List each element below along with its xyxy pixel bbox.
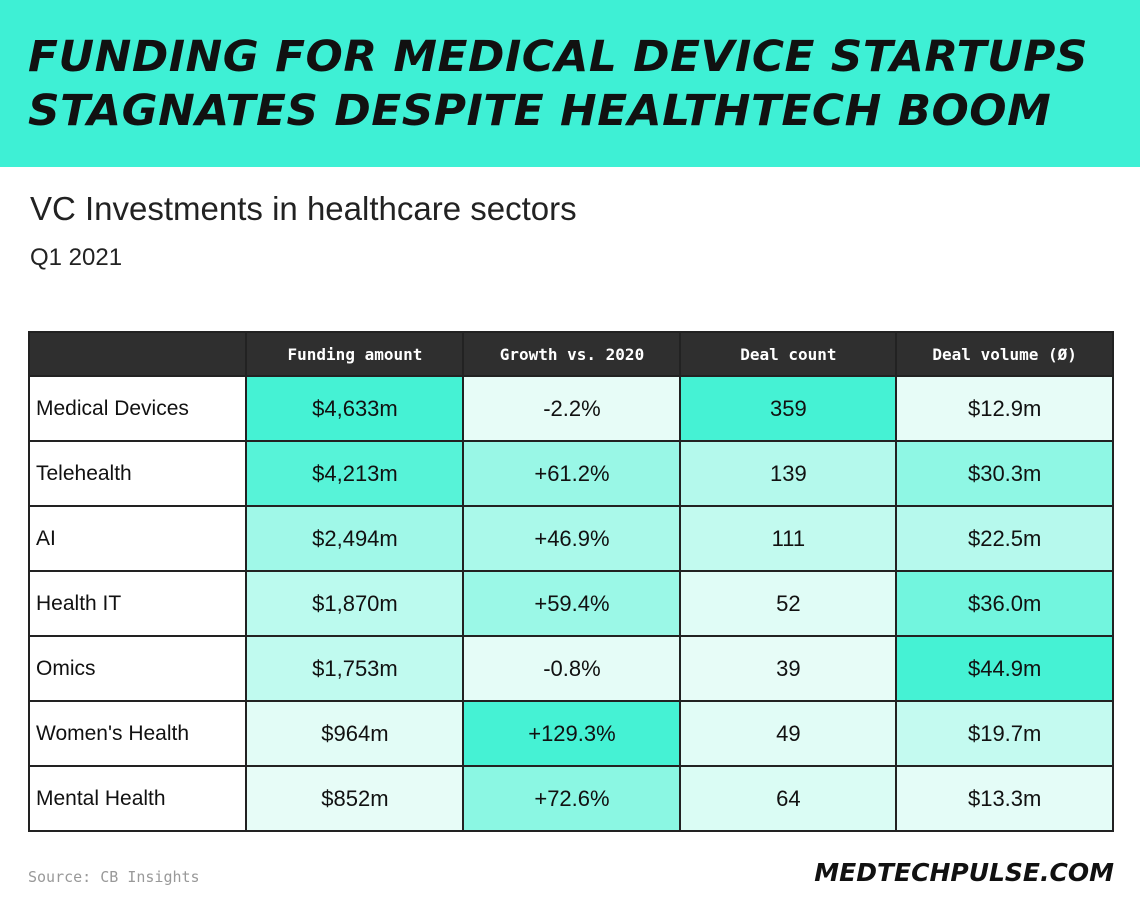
volume-cell: $13.3m [895,765,1114,832]
volume-cell: $30.3m [895,440,1114,507]
table-row: Mental Health $852m +72.6% 64 $13.3m [27,765,1114,832]
table-row: Omics $1,753m -0.8% 39 $44.9m [27,635,1114,702]
sector-label: Telehealth [27,440,248,507]
funding-cell: $1,870m [245,570,465,637]
column-header [27,331,248,377]
sector-label: Women's Health [27,700,248,767]
column-header: Deal volume (Ø) [895,331,1114,377]
sector-label: Omics [27,635,248,702]
funding-cell: $1,753m [245,635,465,702]
column-header: Deal count [679,331,898,377]
table-row: AI $2,494m +46.9% 111 $22.5m [27,505,1114,572]
funding-cell: $2,494m [245,505,465,572]
table-row: Telehealth $4,213m +61.2% 139 $30.3m [27,440,1114,507]
growth-cell: -0.8% [462,635,682,702]
sector-label: Health IT [27,570,248,637]
sector-label: AI [27,505,248,572]
deals-cell: 111 [679,505,898,572]
table-row: Health IT $1,870m +59.4% 52 $36.0m [27,570,1114,637]
headline: Funding for medical device startups stag… [28,32,1088,136]
funding-cell: $4,633m [245,375,465,442]
sector-label: Mental Health [27,765,248,832]
volume-cell: $12.9m [895,375,1114,442]
table-row: Medical Devices $4,633m -2.2% 359 $12.9m [27,375,1114,442]
brand-logo: MEDTECHPULSE.COM [814,858,1114,887]
funding-cell: $964m [245,700,465,767]
subtitle: VC Investments in healthcare sectors [30,190,577,227]
growth-cell: +61.2% [462,440,682,507]
deals-cell: 139 [679,440,898,507]
funding-cell: $4,213m [245,440,465,507]
header-row: Funding amount Growth vs. 2020 Deal count D… [27,331,1114,377]
growth-cell: +46.9% [462,505,682,572]
volume-cell: $19.7m [895,700,1114,767]
deals-cell: 52 [679,570,898,637]
column-header: Growth vs. 2020 [462,331,682,377]
data-table: Funding amount Growth vs. 2020 Deal count D… [27,331,1114,832]
volume-cell: $36.0m [895,570,1114,637]
growth-cell: +59.4% [462,570,682,637]
source-note: Source: CB Insights [28,868,200,886]
table-row: Women's Health $964m +129.3% 49 $19.7m [27,700,1114,767]
deals-cell: 64 [679,765,898,832]
sector-label: Medical Devices [27,375,248,442]
column-header: Funding amount [245,331,465,377]
growth-cell: -2.2% [462,375,682,442]
growth-cell: +129.3% [462,700,682,767]
deals-cell: 49 [679,700,898,767]
period: Q1 2021 [30,244,123,271]
deals-cell: 39 [679,635,898,702]
deals-cell: 359 [679,375,898,442]
growth-cell: +72.6% [462,765,682,832]
volume-cell: $22.5m [895,505,1114,572]
funding-cell: $852m [245,765,465,832]
volume-cell: $44.9m [895,635,1114,702]
title-banner: Funding for medical device startups stag… [0,0,1140,167]
